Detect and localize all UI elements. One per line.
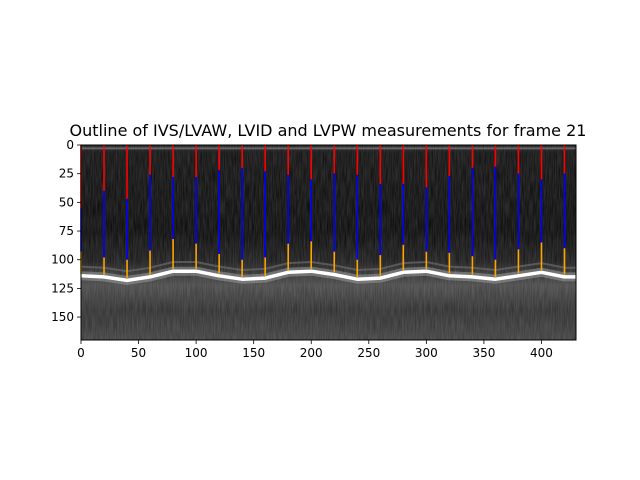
x-tick-label-0: 0 — [77, 346, 85, 360]
y-tick-label-50: 50 — [59, 195, 74, 209]
y-tick-label-125: 125 — [51, 281, 74, 295]
x-tick-label-200: 200 — [300, 346, 323, 360]
y-tick-label-0: 0 — [66, 138, 74, 152]
x-tick-label-250: 250 — [357, 346, 380, 360]
y-tick-label-25: 25 — [59, 167, 74, 181]
measurement-segments — [80, 145, 566, 279]
x-axis: 0 50 100 150 200 250 300 350 400 — [77, 340, 553, 360]
y-tick-label-150: 150 — [51, 310, 74, 324]
x-tick-label-50: 50 — [131, 346, 146, 360]
x-tick-label-300: 300 — [415, 346, 438, 360]
x-tick-label-150: 150 — [242, 346, 265, 360]
echo-image — [81, 145, 576, 340]
chart-title: Outline of IVS/LVAW, LVID and LVPW measu… — [70, 121, 587, 140]
x-tick-label-100: 100 — [185, 346, 208, 360]
y-axis: 0 25 50 75 100 125 150 — [51, 138, 81, 324]
x-tick-label-350: 350 — [472, 346, 495, 360]
plot-frame — [80, 144, 577, 341]
y-tick-label-100: 100 — [51, 253, 74, 267]
y-tick-label-75: 75 — [59, 224, 74, 238]
x-tick-label-400: 400 — [530, 346, 553, 360]
